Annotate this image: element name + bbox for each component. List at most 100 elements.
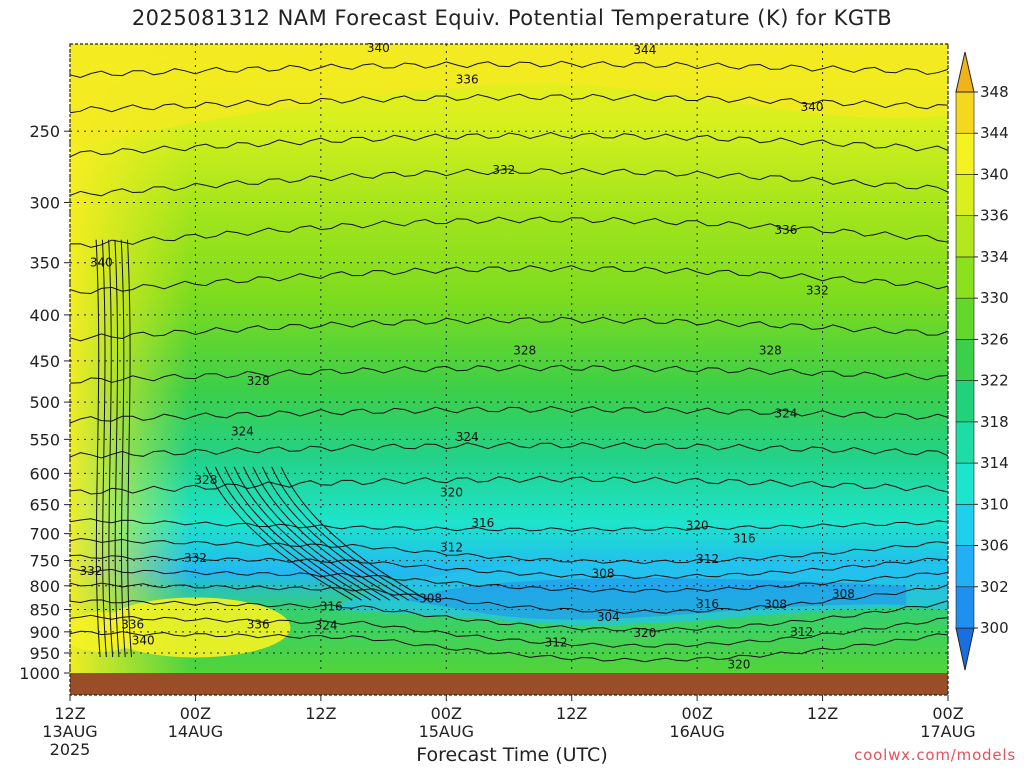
colorbar-swatch <box>955 462 975 505</box>
x-tick-label-date: 14AUG <box>168 722 223 741</box>
contour-line <box>70 582 948 615</box>
contour-label: 308 <box>832 587 855 601</box>
y-tick-label: 800 <box>29 577 60 596</box>
x-tick-label-date: 13AUG <box>42 722 97 741</box>
ground-layer <box>70 673 948 695</box>
contour-line <box>108 239 114 658</box>
contour-label: 324 <box>231 424 254 438</box>
y-tick-label: 650 <box>29 496 60 515</box>
x-tick-label-time: 00Z <box>431 704 462 723</box>
colorbar-label: 314 <box>980 454 1009 472</box>
contour-label: 340 <box>90 256 113 270</box>
contour-line <box>70 554 948 579</box>
contour-line <box>261 466 409 601</box>
contour-line <box>114 239 120 658</box>
colorbar-swatch <box>955 586 975 629</box>
contour-label: 316 <box>320 599 343 613</box>
contour-line <box>70 216 948 248</box>
contour-label: 316 <box>471 516 494 530</box>
x-tick-label-time: 00Z <box>681 704 712 723</box>
contour-label: 328 <box>759 343 782 357</box>
chart-title: 2025081312 NAM Forecast Equiv. Potential… <box>131 6 893 30</box>
y-tick-label: 300 <box>29 193 60 212</box>
y-tick-label: 450 <box>29 352 60 371</box>
colorbar-label: 336 <box>980 207 1009 225</box>
contour-label: 340 <box>801 100 824 114</box>
x-tick-label-date: 15AUG <box>419 722 474 741</box>
y-tick-label: 1000 <box>19 664 60 683</box>
colorbar-swatch <box>955 380 975 423</box>
contour-line <box>224 466 372 601</box>
contour-label: 316 <box>696 597 719 611</box>
contour-label: 324 <box>456 430 479 444</box>
contour-line <box>252 466 400 601</box>
contour-line <box>70 405 948 424</box>
colorbar: 300 302 306 310 314 318 322 326 330 334 336 340 344 3… <box>955 51 1009 671</box>
colorbar-swatch <box>955 297 975 340</box>
contour-label: 332 <box>79 564 102 578</box>
colorbar-swatch <box>955 545 975 588</box>
contour-label: 336 <box>121 617 144 631</box>
contour-label: 312 <box>440 540 463 554</box>
contour-line <box>70 60 948 79</box>
y-tick-label: 350 <box>29 254 60 273</box>
contour-label: 320 <box>686 519 709 533</box>
contour-line <box>70 131 948 158</box>
x-axis-label: Forecast Time (UTC) <box>416 744 608 766</box>
colorbar-max-arrow <box>955 51 975 93</box>
colorbar-label: 330 <box>980 289 1009 307</box>
credit-text[interactable]: coolwx.com/models <box>854 746 1016 764</box>
colorbar-label: 318 <box>980 413 1009 431</box>
y-tick-label: 750 <box>29 552 60 571</box>
colorbar-swatch <box>955 504 975 546</box>
x-tick-label-time: 00Z <box>932 704 963 723</box>
contour-label: 332 <box>184 551 207 565</box>
colorbar-label: 310 <box>980 495 1009 513</box>
contour-label: 336 <box>456 72 479 86</box>
contour-label: 320 <box>727 657 750 671</box>
x-tick-label-time: 12Z <box>807 704 838 723</box>
contour-line <box>70 630 948 663</box>
contour-line <box>280 466 428 601</box>
contour-label: 324 <box>315 619 338 633</box>
x-tick-label-time: 00Z <box>180 704 211 723</box>
colorbar-label: 348 <box>980 83 1009 101</box>
colorbar-swatch <box>955 256 975 299</box>
contour-label: 320 <box>440 485 463 499</box>
contour-label: 316 <box>733 532 756 546</box>
contour-line <box>205 466 353 601</box>
contour-line <box>70 316 948 342</box>
colorbar-min-arrow <box>955 627 975 671</box>
plot-frame <box>69 43 949 696</box>
x-tick-label-date: 16AUG <box>669 722 724 741</box>
contour-label: 304 <box>597 610 620 624</box>
contour-line <box>70 599 948 632</box>
colorbar-swatch <box>955 132 975 175</box>
colorbar-label: 334 <box>980 248 1009 266</box>
contour-line <box>233 466 381 601</box>
colorbar-swatch <box>955 174 975 216</box>
contour-label: 340 <box>367 41 390 55</box>
contour-line <box>214 466 362 601</box>
y-tick-label: 700 <box>29 525 60 544</box>
contour-label: 332 <box>492 163 515 177</box>
contour-line <box>271 466 419 601</box>
contour-label: 308 <box>419 591 442 605</box>
y-tick-label: 250 <box>29 122 60 141</box>
contour-label: 336 <box>775 223 798 237</box>
contour-line <box>243 466 391 601</box>
contour-line <box>70 364 948 384</box>
contour-line <box>70 475 948 495</box>
y-tick-label: 900 <box>29 623 60 642</box>
ground-rect <box>70 673 948 695</box>
colorbar-swatch <box>955 91 975 134</box>
contour-label: 312 <box>790 625 813 639</box>
colorbar-label: 306 <box>980 537 1009 555</box>
x-tick-label-time: 12Z <box>54 704 85 723</box>
contour-line <box>70 537 948 565</box>
contour-line <box>70 265 948 295</box>
contour-label: 312 <box>696 552 719 566</box>
y-tick-label: 550 <box>29 430 60 449</box>
contour-line <box>70 518 948 532</box>
